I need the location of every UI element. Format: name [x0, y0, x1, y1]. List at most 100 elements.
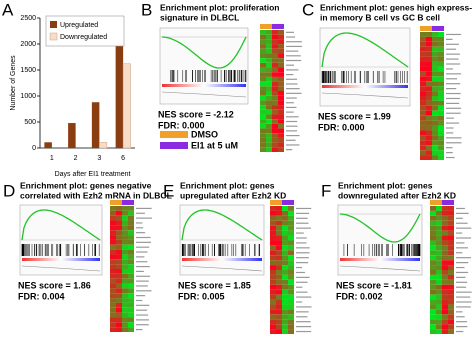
hm-cell — [122, 312, 128, 318]
hm-cell — [430, 314, 436, 320]
hm-cell — [426, 51, 432, 57]
hm-cell — [278, 72, 284, 77]
hm-cell — [442, 235, 448, 241]
hm-cell — [288, 255, 294, 261]
hm-cell — [278, 58, 284, 63]
hm-cell — [420, 130, 426, 136]
hm-cell — [430, 279, 436, 285]
hm-cell — [122, 230, 128, 236]
hm-cell — [128, 293, 134, 299]
panel-title: in memory B cell vs GC B cell — [320, 12, 440, 22]
gsea-rank-metric — [161, 91, 247, 98]
hm-cell — [266, 119, 272, 124]
hm-cell — [438, 145, 444, 151]
hm-cell — [270, 265, 276, 270]
legend-label: Downregulated — [60, 34, 107, 41]
hm-cell — [426, 56, 432, 62]
hm-cell — [116, 206, 122, 211]
hm-cell — [288, 319, 294, 325]
hm-cell — [420, 120, 426, 126]
hm-cell — [278, 133, 284, 138]
hm-cell — [438, 41, 444, 47]
hm-cell — [448, 329, 454, 334]
hm-cell — [442, 274, 448, 280]
hm-cell — [122, 298, 128, 303]
hm-cell — [288, 294, 294, 300]
hm-cell — [438, 105, 444, 111]
hm-cell — [110, 206, 116, 211]
hm-cell — [272, 105, 278, 110]
hm-cell — [110, 239, 116, 245]
hm-cell — [116, 225, 122, 231]
hm-cell — [426, 150, 432, 156]
legend-swatch — [49, 32, 58, 41]
hm-cell — [436, 279, 442, 285]
hm-cell — [278, 100, 284, 106]
hm-cell — [266, 109, 272, 115]
hm-cell — [128, 220, 134, 226]
hm-cell — [116, 317, 122, 323]
hm-cell — [448, 319, 454, 325]
hm-cell — [260, 147, 266, 152]
y-tick-label: 500 — [24, 119, 36, 126]
hm-cell — [266, 114, 272, 120]
hm-cell — [288, 240, 294, 246]
hm-cell — [116, 254, 122, 260]
hm-cell — [260, 76, 266, 82]
hm-cell — [430, 274, 436, 280]
hm-cell — [270, 309, 276, 315]
hm-cell — [110, 293, 116, 299]
hm-cell — [110, 210, 116, 216]
hm-cell — [430, 210, 436, 216]
hm-cell — [276, 329, 282, 334]
hm-cell — [420, 61, 426, 67]
hm-cell — [448, 270, 454, 275]
hm-cell — [278, 123, 284, 129]
hm-cell — [272, 142, 278, 148]
hm-cell — [266, 34, 272, 40]
hm-cell — [420, 115, 426, 121]
hm-cell — [260, 109, 266, 115]
hm-cell — [282, 299, 288, 305]
hm-cell — [128, 206, 134, 211]
gsea-rank-bar — [322, 85, 408, 88]
hm-cell — [426, 120, 432, 126]
hm-cell — [278, 109, 284, 115]
hm-cell — [278, 67, 284, 73]
hm-cell — [420, 66, 426, 72]
hm-cell — [430, 250, 436, 256]
hm-cell — [436, 220, 442, 226]
hm-cell — [110, 235, 116, 240]
hm-cell — [426, 130, 432, 136]
hm-cell — [426, 96, 432, 101]
hm-cell — [430, 304, 436, 310]
hm-group-bar — [272, 24, 284, 29]
hm-cell — [128, 235, 134, 240]
hm-cell — [270, 270, 276, 275]
hm-cell — [420, 71, 426, 77]
hm-cell — [430, 225, 436, 231]
hm-cell — [110, 264, 116, 269]
hm-cell — [282, 260, 288, 266]
hm-cell — [270, 255, 276, 261]
hm-cell — [438, 91, 444, 96]
hm-cell — [442, 329, 448, 334]
hm-cell — [116, 283, 122, 289]
hm-cell — [442, 324, 448, 330]
hm-cell — [276, 245, 282, 251]
hm-cell — [122, 206, 128, 211]
hm-cell — [420, 155, 426, 160]
hm-cell — [116, 273, 122, 279]
hm-cell — [276, 274, 282, 280]
bar — [122, 63, 131, 149]
hm-cell — [436, 274, 442, 280]
hm-cell — [266, 95, 272, 101]
hm-cell — [448, 245, 454, 251]
hm-cell — [448, 215, 454, 221]
hm-cell — [266, 123, 272, 129]
hm-cell — [116, 249, 122, 255]
hm-cell — [430, 294, 436, 300]
hm-cell — [272, 48, 278, 54]
hm-cell — [122, 254, 128, 260]
hm-cell — [116, 307, 122, 313]
